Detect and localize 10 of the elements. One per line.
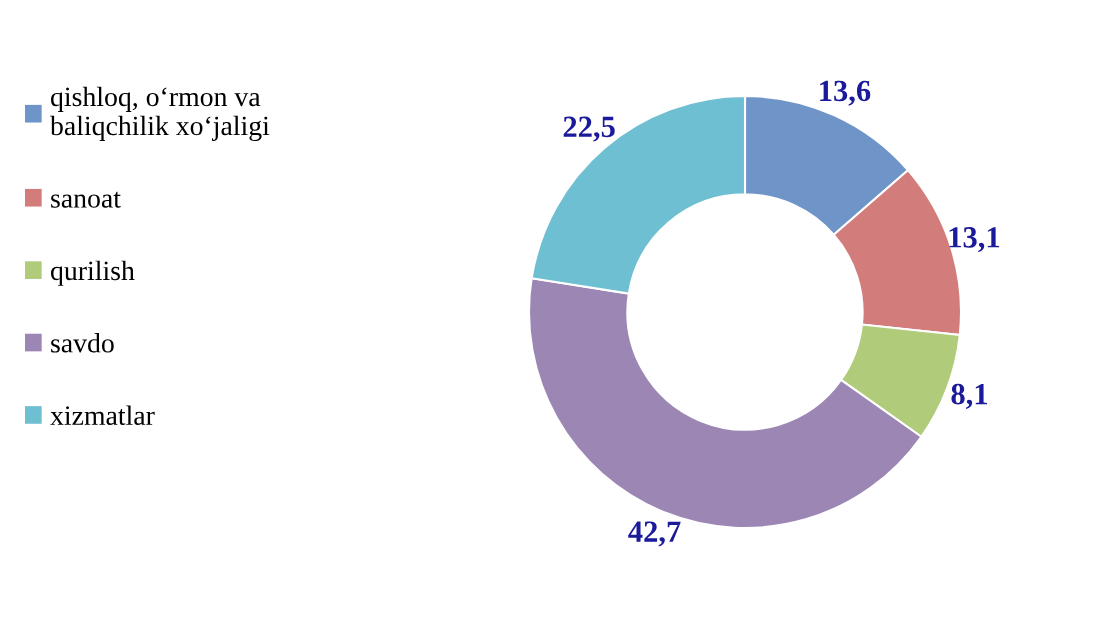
legend-label: savdo: [51, 333, 114, 353]
data-label: 42,7: [628, 521, 681, 547]
data-label: 13,1: [949, 227, 1000, 253]
legend-label: xizmatlar: [50, 405, 155, 426]
legend-label: qishloq, o‘rmon va baliqchilik xo‘jaligi: [50, 86, 270, 142]
legend-label: qurilish: [51, 260, 135, 286]
data-label: 8,1: [951, 383, 988, 409]
data-label: 13,6: [820, 80, 871, 106]
data-label: 22,5: [563, 116, 615, 142]
legend-label: sanoat: [51, 191, 121, 208]
